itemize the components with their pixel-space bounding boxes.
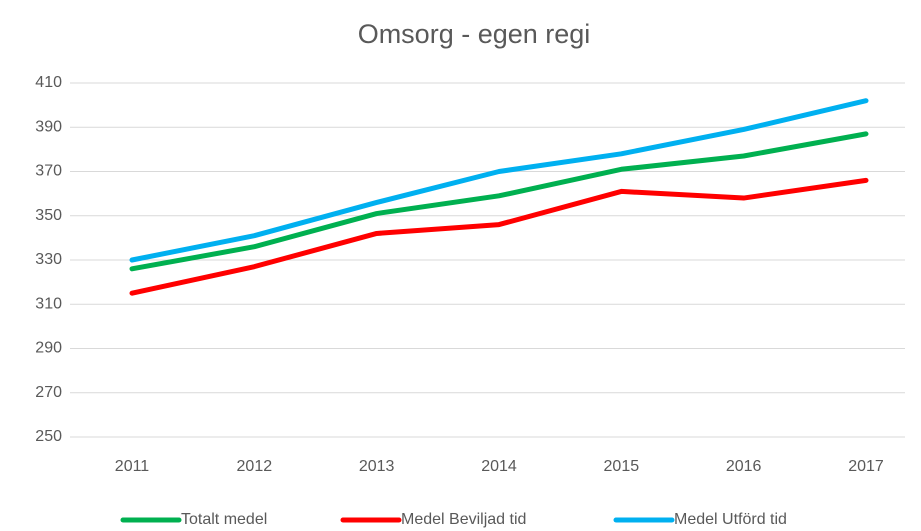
series-line (129, 98, 869, 263)
legend-label: Medel Utförd tid (674, 511, 787, 528)
x-tick-label: 2015 (604, 458, 640, 475)
chart-title: Omsorg - egen regi (358, 19, 591, 49)
y-tick-label: 390 (35, 118, 62, 135)
x-tick-label: 2012 (237, 458, 273, 475)
x-tick-label: 2016 (726, 458, 762, 475)
x-tick-label: 2013 (359, 458, 395, 475)
x-tick-label: 2011 (115, 458, 150, 475)
y-tick-label: 350 (35, 207, 62, 224)
y-tick-label: 410 (35, 74, 62, 91)
y-tick-label: 310 (35, 295, 62, 312)
y-tick-label: 330 (35, 251, 62, 268)
y-tick-label: 270 (35, 384, 62, 401)
y-tick-label: 250 (35, 428, 62, 445)
y-tick-label: 370 (35, 163, 62, 180)
x-tick-label: 2014 (481, 458, 517, 475)
legend-label: Totalt medel (181, 511, 267, 528)
series-line (129, 177, 869, 296)
series-line (129, 131, 869, 272)
y-tick-label: 290 (35, 340, 62, 357)
legend-label: Medel Beviljad tid (401, 511, 526, 528)
x-tick-label: 2017 (848, 458, 884, 475)
